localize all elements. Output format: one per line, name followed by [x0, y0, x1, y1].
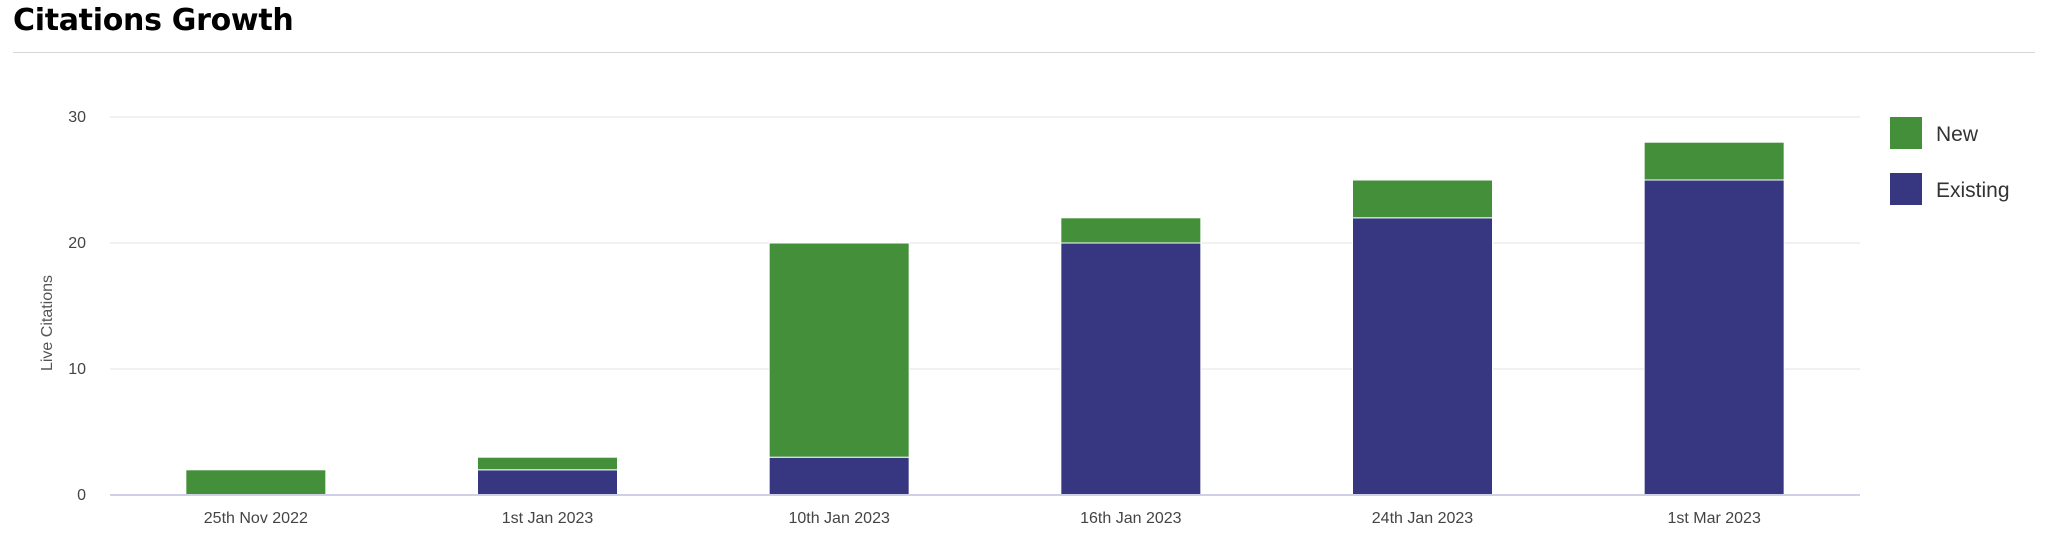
legend-label: Existing	[1936, 179, 2010, 202]
bar-new[interactable]	[185, 469, 327, 496]
x-tick-label: 10th Jan 2023	[788, 510, 890, 527]
legend-item-new[interactable]: New	[1890, 117, 1979, 149]
y-tick-label: 0	[77, 487, 86, 504]
bar-new[interactable]	[1060, 217, 1202, 244]
x-tick-label: 24th Jan 2023	[1372, 510, 1474, 527]
legend-swatch	[1890, 117, 1922, 149]
axes: 0 10 20 30 25th Nov 2022 1st Jan 2023 10th Jan…	[68, 109, 1860, 527]
legend-item-existing[interactable]: Existing	[1890, 173, 2010, 205]
legend: New Existing	[1890, 117, 2010, 205]
title-divider	[13, 52, 2035, 53]
gridlines	[110, 116, 1860, 370]
y-tick-label: 30	[68, 109, 86, 126]
bar-new[interactable]	[768, 242, 910, 458]
bar-existing[interactable]	[1060, 242, 1202, 496]
bar-new[interactable]	[1643, 141, 1785, 181]
x-tick-label: 1st Jan 2023	[502, 510, 594, 527]
legend-swatch	[1890, 173, 1922, 205]
x-tick-label: 1st Mar 2023	[1667, 510, 1760, 527]
bars	[185, 141, 1785, 496]
bar-existing[interactable]	[477, 469, 618, 496]
bar-new[interactable]	[477, 456, 618, 471]
page-title: Citations Growth	[13, 3, 294, 38]
bar-existing[interactable]	[1643, 179, 1785, 496]
x-tick-label: 16th Jan 2023	[1080, 510, 1182, 527]
bar-new[interactable]	[1352, 179, 1493, 219]
y-axis-title: Live Citations	[39, 275, 56, 371]
x-tick-label: 25th Nov 2022	[204, 510, 308, 527]
legend-label: New	[1936, 123, 1979, 146]
bar-existing[interactable]	[1352, 217, 1493, 496]
bar-existing[interactable]	[768, 456, 910, 496]
y-tick-label: 10	[68, 361, 86, 378]
y-tick-label: 20	[68, 235, 86, 252]
